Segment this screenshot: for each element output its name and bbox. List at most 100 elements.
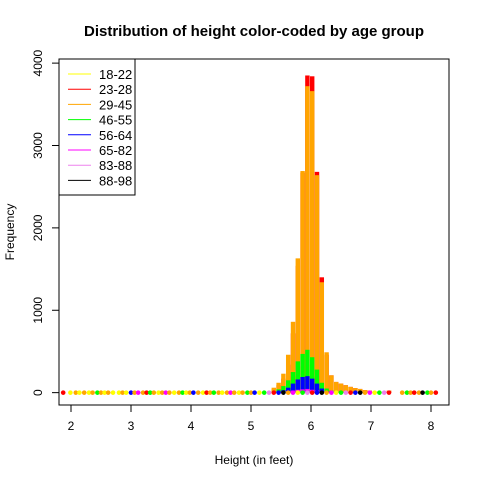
zero-marker [271, 390, 277, 395]
histogram-bar [319, 382, 325, 393]
zero-marker [362, 390, 368, 395]
histogram-bar [343, 385, 349, 393]
zero-marker [305, 390, 310, 395]
zero-marker [367, 390, 373, 395]
zero-marker [68, 390, 73, 395]
zero-marker [135, 390, 141, 395]
zero-marker [183, 390, 189, 395]
zero-marker [285, 390, 291, 395]
zero-marker [207, 390, 213, 395]
histogram-bar [324, 352, 329, 393]
legend-label: 46-55 [99, 113, 132, 128]
x-tick-label: 5 [248, 419, 255, 433]
histogram-bar [290, 372, 296, 393]
zero-marker [290, 390, 296, 395]
zero-markers [60, 390, 439, 395]
zero-marker [147, 390, 153, 395]
zero-marker [252, 390, 257, 395]
x-axis: 2 3 4 5 6 7 8 [68, 404, 435, 433]
zero-marker [73, 390, 79, 395]
histogram-bar [348, 386, 353, 393]
zero-marker [81, 390, 87, 395]
zero-marker [408, 390, 413, 395]
histogram-bar [305, 349, 310, 393]
histogram-bar [305, 86, 310, 393]
zero-marker [98, 390, 104, 395]
histogram-bar [314, 369, 320, 393]
zero-marker [411, 390, 417, 395]
zero-marker [399, 390, 405, 395]
zero-marker [343, 390, 349, 395]
y-tick-label: 2000 [31, 214, 45, 241]
zero-marker [386, 390, 392, 395]
zero-marker [257, 390, 262, 395]
zero-marker [163, 390, 169, 395]
zero-marker [266, 390, 272, 395]
zero-marker [171, 390, 177, 395]
zero-marker [433, 390, 439, 395]
histogram-bar [305, 376, 310, 393]
histogram-bar [338, 383, 344, 393]
histogram-bar [290, 383, 296, 393]
histogram-bar [314, 383, 320, 393]
chart-title: Distribution of height color-coded by ag… [84, 23, 424, 40]
zero-marker [151, 390, 157, 395]
zero-marker [281, 390, 286, 395]
zero-marker [348, 390, 353, 395]
zero-marker [333, 390, 339, 395]
legend-label: 83-88 [99, 158, 132, 173]
y-tick-label: 1000 [31, 297, 45, 324]
zero-marker [231, 390, 237, 395]
zero-marker [295, 390, 301, 395]
y-axis-label: Frequency [3, 204, 17, 261]
histogram-bar [295, 379, 301, 393]
zero-marker [159, 390, 165, 395]
histogram-bar [285, 354, 291, 393]
histogram-bar [309, 357, 315, 393]
zero-marker [353, 390, 358, 395]
zero-marker [116, 390, 122, 395]
zero-marker [211, 390, 217, 395]
zero-marker [132, 390, 137, 395]
zero-marker [261, 390, 267, 395]
legend-label: 65-82 [99, 143, 132, 158]
histogram-bar [276, 382, 281, 393]
zero-marker [219, 390, 225, 395]
zero-marker [404, 390, 410, 395]
histogram-bar [309, 91, 315, 393]
histogram-bar [300, 376, 305, 393]
zero-marker [95, 390, 100, 395]
zero-marker [216, 390, 221, 395]
zero-marker [416, 390, 422, 395]
x-tick-label: 4 [188, 419, 195, 433]
zero-marker [167, 390, 172, 395]
zero-marker [329, 390, 334, 395]
zero-marker [180, 390, 185, 395]
x-tick-label: 2 [68, 419, 75, 433]
zero-marker [248, 390, 254, 395]
y-tick-label: 3000 [31, 132, 45, 159]
zero-marker [381, 390, 387, 395]
histogram-bar [300, 353, 305, 393]
histogram-bar [333, 381, 339, 393]
x-tick-label: 6 [308, 419, 315, 433]
zero-marker [187, 390, 193, 395]
zero-marker [105, 390, 111, 395]
zero-marker [372, 390, 377, 395]
zero-marker [245, 390, 250, 395]
zero-marker [77, 390, 82, 395]
histogram-bar [319, 282, 325, 393]
legend-label: 56-64 [99, 128, 132, 143]
x-tick-label: 7 [368, 419, 375, 433]
zero-marker [140, 390, 146, 395]
zero-marker [314, 390, 320, 395]
x-tick-label: 3 [128, 419, 135, 433]
plot-area [60, 75, 439, 395]
histogram-bar [300, 171, 305, 393]
histogram-bar [271, 387, 277, 393]
zero-marker [200, 390, 206, 395]
zero-marker [156, 390, 161, 395]
zero-marker [300, 390, 305, 395]
histogram-bar [290, 321, 296, 393]
